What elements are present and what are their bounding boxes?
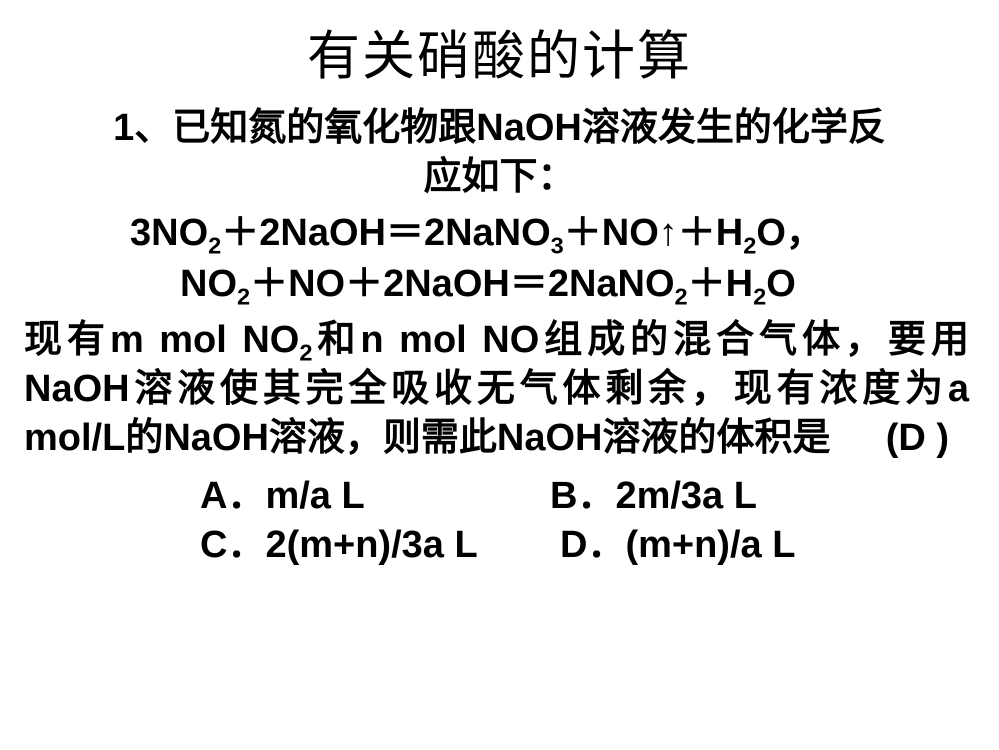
- option-C: C．2(m+n)/3a L: [200, 521, 560, 570]
- question-intro: 1、已知氮的氧化物跟NaOH溶液发生的化学反 应如下：: [20, 104, 979, 203]
- option-D: D．(m+n)/a L: [560, 521, 795, 570]
- sub-2: 2: [743, 232, 756, 258]
- eq2-c: ＋H: [688, 263, 753, 305]
- equation-2: NO2＋NO＋2NaOH＝2NaNO2＋H2O: [20, 260, 979, 309]
- sub-2: 2: [753, 284, 766, 310]
- slide: 有关硝酸的计算 1、已知氮的氧化物跟NaOH溶液发生的化学反 应如下： 3NO2…: [0, 0, 999, 750]
- eq1-c: ＋NO↑＋H: [564, 212, 743, 254]
- options-block: A．m/a L B．2m/3a L C．2(m+n)/3a L D．(m+n)/…: [20, 472, 979, 571]
- eq1-b: ＋2NaOH＝2NaNO: [221, 212, 550, 254]
- sub-2: 2: [675, 284, 688, 310]
- eq2-d: O: [766, 263, 796, 305]
- slide-title: 有关硝酸的计算: [20, 14, 979, 90]
- option-A: A．m/a L: [200, 472, 550, 521]
- options-row-1: A．m/a L B．2m/3a L: [20, 472, 979, 521]
- intro-line2: 应如下：: [423, 156, 575, 198]
- slide-body: 1、已知氮的氧化物跟NaOH溶液发生的化学反 应如下： 3NO2＋2NaOH＝2…: [20, 104, 979, 571]
- eq1-a: 3NO: [130, 212, 208, 254]
- sub-2: 2: [299, 339, 312, 365]
- option-B: B．2m/3a L: [550, 472, 757, 521]
- eq2-b: ＋NO＋2NaOH＝2NaNO: [250, 263, 674, 305]
- answer-mark: (D ): [886, 414, 949, 463]
- sub-3: 3: [551, 232, 564, 258]
- main-a: 现有m mol NO: [24, 319, 299, 361]
- eq2-a: NO: [180, 263, 237, 305]
- eq1-d: O，: [756, 212, 824, 254]
- options-row-2: C．2(m+n)/3a L D．(m+n)/a L: [20, 521, 979, 570]
- question-body: 现有m mol NO2和n mol NO组成的混合气体，要用NaOH溶液使其完全…: [20, 316, 979, 464]
- sub-2: 2: [237, 284, 250, 310]
- equation-1: 3NO2＋2NaOH＝2NaNO3＋NO↑＋H2O，: [20, 209, 979, 258]
- sub-2: 2: [208, 232, 221, 258]
- intro-line1: 1、已知氮的氧化物跟NaOH溶液发生的化学反: [113, 107, 886, 149]
